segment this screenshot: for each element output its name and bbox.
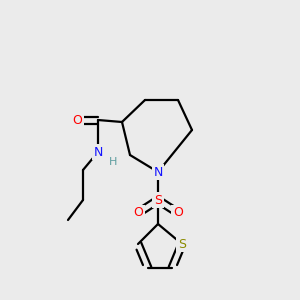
Text: O: O: [72, 113, 82, 127]
Text: S: S: [178, 238, 186, 250]
Text: N: N: [153, 166, 163, 178]
Text: N: N: [93, 146, 103, 158]
Text: H: H: [109, 157, 117, 167]
Text: O: O: [173, 206, 183, 220]
Text: S: S: [154, 194, 162, 206]
Text: O: O: [133, 206, 143, 220]
